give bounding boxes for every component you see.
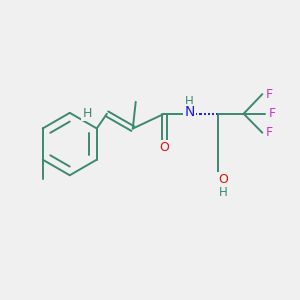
- Text: F: F: [265, 126, 272, 139]
- Text: H: H: [82, 107, 92, 120]
- Text: F: F: [268, 107, 275, 120]
- Text: N: N: [184, 105, 195, 119]
- Text: H: H: [185, 95, 194, 108]
- Text: H: H: [218, 186, 227, 199]
- Text: O: O: [218, 173, 228, 186]
- Text: F: F: [265, 88, 272, 100]
- Text: O: O: [159, 140, 169, 154]
